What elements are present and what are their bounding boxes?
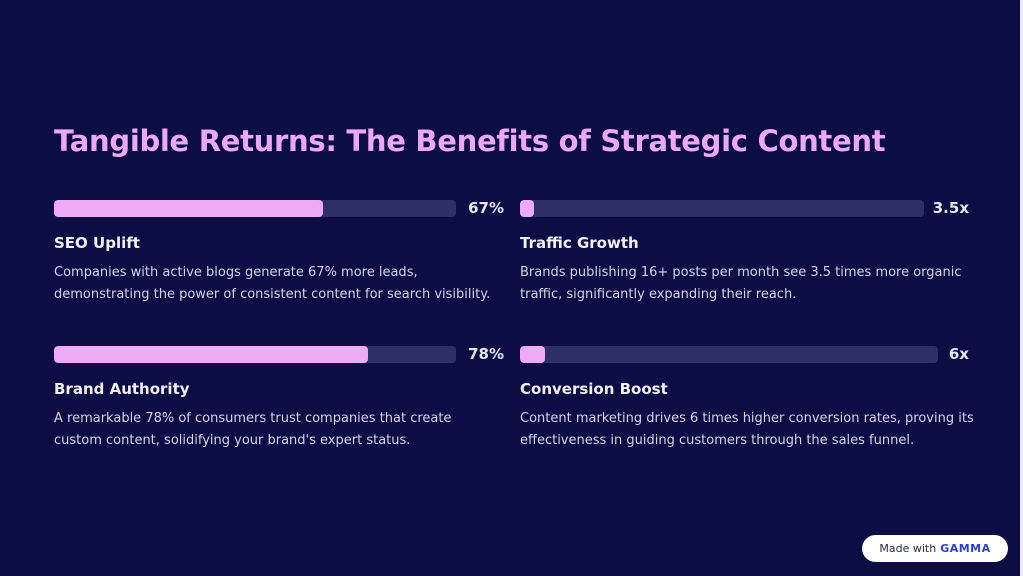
progress-bar-row: 78% (54, 345, 504, 363)
gamma-logo-text: GAMMA (940, 542, 991, 555)
stat-description: Companies with active blogs generate 67%… (54, 265, 491, 302)
progress-track (520, 346, 938, 363)
stat-card-seo-uplift: 67% SEO Uplift Companies with active blo… (54, 199, 504, 310)
page-title: Tangible Returns: The Benefits of Strate… (54, 124, 886, 158)
stat-heading: Brand Authority (54, 380, 190, 398)
progress-track (54, 346, 456, 363)
badge-prefix: Made with (879, 542, 937, 555)
progress-bar-row: 3.5x (520, 199, 969, 217)
progress-fill (520, 200, 535, 217)
stat-card-brand-authority: 78% Brand Authority A remarkable 78% of … (54, 345, 504, 456)
stat-value: 6x (948, 345, 969, 363)
stat-value: 67% (468, 199, 504, 217)
stat-description: Content marketing drives 6 times higher … (520, 411, 974, 448)
stat-description: Brands publishing 16+ posts per month se… (520, 265, 962, 302)
stat-heading: SEO Uplift (54, 234, 140, 252)
stat-heading: Traffic Growth (520, 234, 639, 252)
progress-fill (54, 200, 324, 217)
progress-track (520, 200, 924, 217)
progress-bar-row: 67% (54, 199, 504, 217)
stat-card-traffic-growth: 3.5x Traffic Growth Brands publishing 16… (520, 199, 970, 310)
page-right-edge (1020, 0, 1023, 576)
stat-value: 3.5x (932, 199, 969, 217)
stat-heading: Conversion Boost (520, 380, 668, 398)
progress-fill (54, 346, 368, 363)
made-with-gamma-badge[interactable]: Made with GAMMA (862, 535, 1008, 562)
progress-fill (520, 346, 546, 363)
progress-bar-row: 6x (520, 345, 969, 363)
stat-description: A remarkable 78% of consumers trust comp… (54, 411, 452, 448)
progress-track (54, 200, 456, 217)
stat-value: 78% (468, 345, 504, 363)
stat-card-conversion-boost: 6x Conversion Boost Content marketing dr… (520, 345, 974, 456)
